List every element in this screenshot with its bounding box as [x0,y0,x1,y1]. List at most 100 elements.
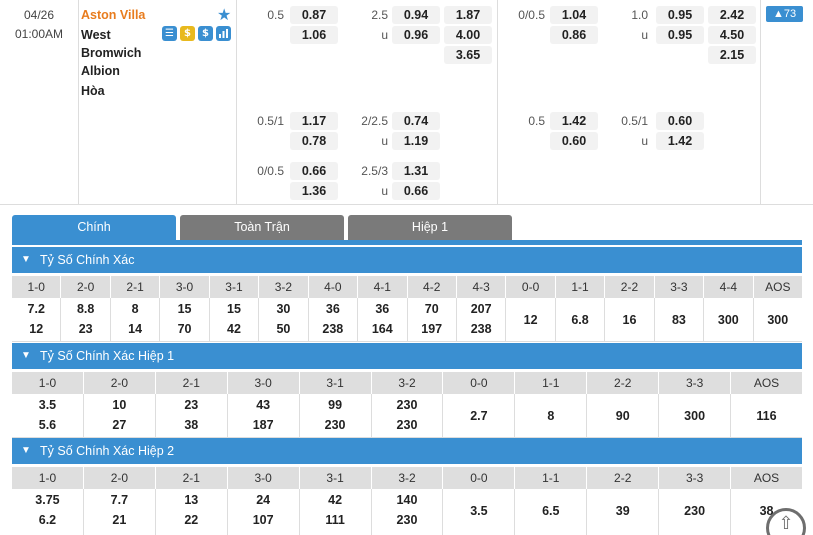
home-score-odd[interactable]: 23 [184,398,199,412]
home-score-odd[interactable]: 15 [227,302,241,316]
h1-x12-home-odd[interactable]: 2.42 [708,6,756,24]
away-score-odd[interactable]: 42 [227,322,241,336]
home-score-odd[interactable]: 30 [276,302,291,316]
hdp-away-odd[interactable]: 1.36 [290,182,338,200]
score-odds-cell[interactable]: 10 27 [84,394,156,437]
score-odd[interactable]: 83 [671,313,686,327]
h1-x12-draw-odd[interactable]: 2.15 [708,46,756,64]
away-score-odd[interactable]: 111 [325,513,345,527]
score-odds-cell[interactable]: 30 50 [259,298,309,341]
home-score-odd[interactable]: 140 [396,493,418,507]
h1-ou-under-odd[interactable]: 0.95 [656,26,704,44]
score-odds-cell[interactable]: 43 187 [228,394,300,437]
away-score-odd[interactable]: 14 [128,322,143,336]
ou-over-odd[interactable]: 0.74 [392,112,440,130]
h1-hdp-away-odd[interactable]: 0.60 [550,132,598,150]
home-score-odd[interactable]: 43 [256,398,271,412]
score-odds-cell[interactable]: 90 [587,394,660,437]
score-odd[interactable]: 300 [684,409,706,423]
score-odd[interactable]: 12 [523,313,538,327]
home-score-odd[interactable]: 3.5 [38,398,57,412]
away-score-odd[interactable]: 197 [421,322,443,336]
hdp-away-odd[interactable]: 1.06 [290,26,338,44]
away-score-odd[interactable]: 23 [78,322,93,336]
away-score-odd[interactable]: 70 [177,322,192,336]
score-odd[interactable]: 3.5 [470,504,488,518]
x12-draw-odd[interactable]: 3.65 [444,46,492,64]
home-score-odd[interactable]: 10 [112,398,127,412]
away-score-odd[interactable]: 12 [29,322,44,336]
tab-first-half[interactable]: Hiệp 1 [348,215,512,240]
score-odds-cell[interactable]: 8.8 23 [61,298,111,341]
score-odd[interactable]: 2.7 [470,409,488,423]
score-odds-cell[interactable]: 230 [659,489,732,535]
away-score-odd[interactable]: 230 [396,513,418,527]
h1-hdp-away-odd[interactable]: 0.86 [550,26,598,44]
hdp-home-odd[interactable]: 0.87 [290,6,338,24]
chart-icon[interactable] [216,26,231,41]
away-score-odd[interactable]: 230 [396,418,418,432]
home-score-odd[interactable]: 42 [328,493,343,507]
score-odd[interactable]: 6.5 [542,504,560,518]
score-odds-cell[interactable]: 300 [659,394,732,437]
away-team-line-3[interactable]: Albion [81,64,120,78]
home-team[interactable]: Aston Villa [81,8,146,22]
home-score-odd[interactable]: 24 [256,493,271,507]
money-icon[interactable]: $ [198,26,213,41]
score-odd[interactable]: 39 [615,504,630,518]
score-odds-cell[interactable]: 99 230 [300,394,372,437]
home-score-odd[interactable]: 7.2 [27,302,45,316]
score-odds-cell[interactable]: 8 14 [111,298,161,341]
score-odds-cell[interactable]: 15 70 [160,298,210,341]
away-score-odd[interactable]: 6.2 [38,513,57,527]
score-odd[interactable]: 8 [547,409,555,423]
home-score-odd[interactable]: 7.7 [110,493,129,507]
home-score-odd[interactable]: 3.75 [35,493,60,507]
home-score-odd[interactable]: 230 [396,398,418,412]
home-score-odd[interactable]: 36 [325,302,340,316]
away-score-odd[interactable]: 50 [276,322,291,336]
score-odd[interactable]: 300 [717,313,739,327]
ou-under-odd[interactable]: 0.96 [392,26,440,44]
away-team-line-2[interactable]: Bromwich [81,46,142,60]
away-score-odd[interactable]: 38 [184,418,199,432]
tab-main[interactable]: Chính [12,215,176,240]
scroll-to-top-button[interactable]: ⇧ [766,508,806,535]
score-odds-cell[interactable]: 300 [704,298,754,341]
score-odds-cell[interactable]: 3.5 5.6 [12,394,84,437]
score-odds-cell[interactable]: 7.7 21 [84,489,156,535]
score-odds-cell[interactable]: 15 42 [210,298,260,341]
home-score-odd[interactable]: 99 [328,398,343,412]
score-odds-cell[interactable]: 116 [731,394,802,437]
score-odds-cell[interactable]: 36 238 [309,298,359,341]
ou-over-odd[interactable]: 0.94 [392,6,440,24]
score-odds-cell[interactable]: 230 230 [372,394,444,437]
ou-under-odd[interactable]: 1.19 [392,132,440,150]
score-odds-cell[interactable]: 3.75 6.2 [12,489,84,535]
hdp-home-odd[interactable]: 1.17 [290,112,338,130]
tab-fulltime[interactable]: Toàn Trận [180,215,344,240]
h1-ou-over-odd[interactable]: 0.60 [656,112,704,130]
away-score-odd[interactable]: 27 [112,418,127,432]
section-header-correct-score[interactable]: ▼ Tỷ Số Chính Xác [12,247,802,273]
home-score-odd[interactable]: 70 [424,302,439,316]
section-header-correct-score-h2[interactable]: ▼ Tỷ Số Chính Xác Hiệp 2 [12,438,802,464]
h1-x12-away-odd[interactable]: 4.50 [708,26,756,44]
score-odds-cell[interactable]: 3.5 [443,489,516,535]
h1-ou-over-odd[interactable]: 0.95 [656,6,704,24]
score-odds-cell[interactable]: 42 111 [300,489,372,535]
score-odds-cell[interactable]: 8 [515,394,588,437]
h1-hdp-home-odd[interactable]: 1.42 [550,112,598,130]
score-odds-cell[interactable]: 7.2 12 [12,298,62,341]
away-score-odd[interactable]: 5.6 [38,418,57,432]
score-odds-cell[interactable]: 12 [506,298,556,341]
score-odd[interactable]: 300 [767,313,789,327]
away-score-odd[interactable]: 107 [252,513,274,527]
coin-icon[interactable]: $ [180,26,195,41]
favorite-star-icon[interactable]: ★ [217,7,232,24]
score-odds-cell[interactable]: 6.8 [556,298,606,341]
score-odds-cell[interactable]: 23 38 [156,394,228,437]
h1-hdp-home-odd[interactable]: 1.04 [550,6,598,24]
away-score-odd[interactable]: 230 [324,418,346,432]
score-odds-cell[interactable]: 24 107 [228,489,300,535]
